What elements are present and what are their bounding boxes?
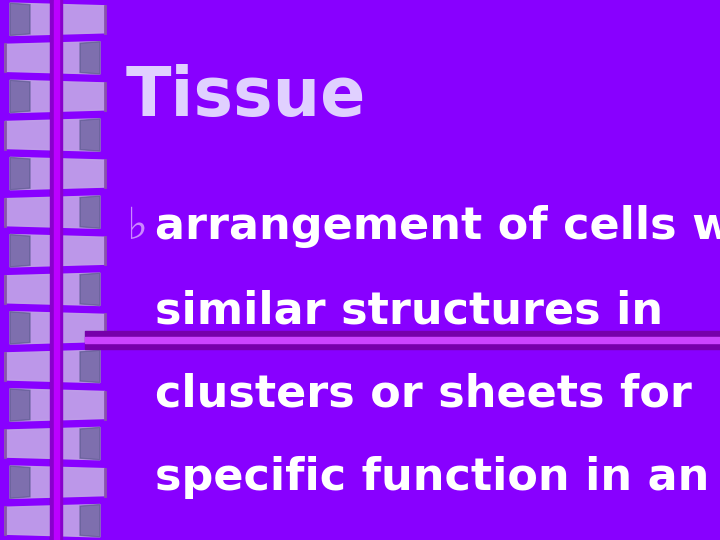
Polygon shape [10,389,30,421]
Polygon shape [10,3,30,36]
Polygon shape [5,427,100,460]
Polygon shape [80,196,100,228]
Polygon shape [10,80,30,113]
Polygon shape [5,196,100,228]
Polygon shape [80,119,100,151]
Polygon shape [80,427,100,460]
Polygon shape [10,80,105,113]
Polygon shape [10,234,105,267]
Polygon shape [80,504,100,537]
Polygon shape [80,273,100,306]
Text: arrangement of cells with: arrangement of cells with [155,205,720,248]
Text: clusters or sheets for: clusters or sheets for [155,373,692,416]
Text: Tissue: Tissue [126,64,366,130]
Text: ♭: ♭ [126,205,147,248]
Polygon shape [5,42,100,74]
Polygon shape [10,157,105,190]
Polygon shape [10,3,105,36]
Polygon shape [5,119,100,151]
Polygon shape [10,234,30,267]
Polygon shape [10,466,105,498]
Polygon shape [5,350,100,383]
Polygon shape [5,504,100,537]
Polygon shape [80,350,100,383]
Polygon shape [10,312,30,344]
Polygon shape [10,389,105,421]
Text: similar structures in: similar structures in [155,289,663,332]
Polygon shape [5,273,100,306]
Polygon shape [80,42,100,74]
Polygon shape [10,157,30,190]
Text: specific function in an organ: specific function in an organ [155,456,720,500]
Polygon shape [10,312,105,344]
Polygon shape [10,466,30,498]
